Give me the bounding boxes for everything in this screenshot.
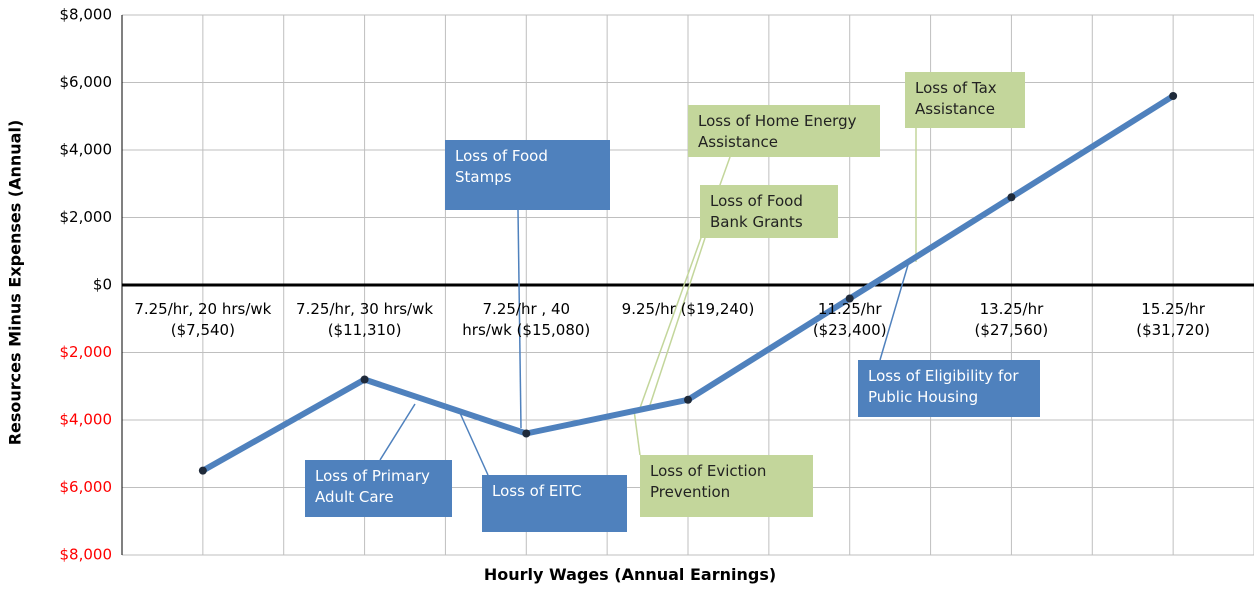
data-point xyxy=(198,466,207,475)
data-point xyxy=(522,429,531,438)
x-tick-label: 7.25/hr, 30 hrs/wk ($11,310) xyxy=(296,300,434,339)
annotation-leader xyxy=(649,237,706,406)
y-tick-label: $8,000 xyxy=(60,6,113,24)
data-point xyxy=(684,395,692,404)
y-tick-label: $8,000 xyxy=(60,546,113,564)
annotation: Loss of Food Bank Grants xyxy=(700,185,838,238)
x-tick-label: 7.25/hr , 40 hrs/wk ($15,080) xyxy=(462,300,591,339)
y-tick-label: $6,000 xyxy=(60,73,113,91)
annotation: Loss of Eligibility for Public Housing xyxy=(858,360,1040,417)
annotation: Loss of EITC xyxy=(482,475,627,532)
annotation: Loss of Primary Adult Care xyxy=(305,460,452,517)
annotation: Loss of Home Energy Assistance xyxy=(688,105,880,157)
x-tick-label: 13.25/hr ($27,560) xyxy=(974,300,1049,339)
annotation: Loss of Eviction Prevention xyxy=(640,455,813,517)
data-point xyxy=(1169,92,1178,100)
x-tick-label: 7.25/hr, 20 hrs/wk ($7,540) xyxy=(134,300,272,339)
annotation-leader xyxy=(879,257,911,361)
y-tick-label: $6,000 xyxy=(60,478,113,496)
data-point xyxy=(360,375,369,384)
x-tick-label: 9.25/hr ($19,240) xyxy=(621,300,755,318)
annotation: Loss of Food Stamps xyxy=(445,140,610,210)
y-axis-label: Resources Minus Expenses (Annual) xyxy=(5,119,25,446)
x-tick-label: 15.25/hr ($31,720) xyxy=(1136,300,1210,339)
annotation-leader xyxy=(379,403,416,461)
annotation-leader xyxy=(459,412,489,476)
annotation-leader xyxy=(517,209,522,429)
y-tick-label: $2,000 xyxy=(60,208,113,226)
y-tick-label: $0 xyxy=(93,276,112,294)
data-point xyxy=(1007,193,1016,202)
data-point xyxy=(845,294,854,303)
x-tick-label: 11.25/hr ($23,400) xyxy=(812,300,887,339)
y-tick-label: $4,000 xyxy=(60,141,113,159)
y-tick-label: $4,000 xyxy=(60,411,113,429)
y-tick-label: $2,000 xyxy=(60,343,113,361)
annotation: Loss of Tax Assistance xyxy=(905,72,1025,128)
annotation-leader xyxy=(633,409,641,456)
x-axis-label: Hourly Wages (Annual Earnings) xyxy=(483,565,777,584)
